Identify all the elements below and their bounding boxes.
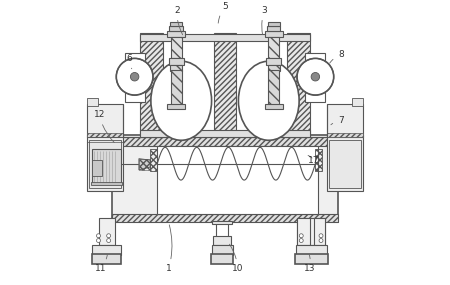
Circle shape (116, 58, 153, 95)
Bar (212, 245, 233, 255)
Bar (86, 133, 123, 137)
Text: 1: 1 (166, 225, 172, 273)
Circle shape (299, 234, 303, 238)
Circle shape (299, 239, 303, 243)
Text: 10: 10 (230, 244, 243, 273)
Bar (314, 218, 325, 245)
Bar (86, 103, 123, 137)
Bar (157, 146, 318, 214)
Bar (112, 135, 338, 222)
Text: 5: 5 (218, 2, 228, 23)
Circle shape (107, 239, 111, 243)
Bar (92, 160, 102, 176)
Bar (92, 254, 121, 264)
Bar (125, 53, 144, 102)
Bar (99, 218, 115, 245)
Bar (140, 34, 310, 41)
Bar (352, 98, 364, 106)
Bar (86, 135, 123, 191)
Circle shape (107, 234, 111, 238)
Bar (266, 58, 282, 66)
Bar (295, 254, 328, 264)
Bar (112, 137, 338, 146)
Bar (167, 31, 185, 37)
Bar (297, 218, 325, 245)
Bar (327, 133, 364, 137)
Bar (168, 58, 184, 66)
Text: 7: 7 (331, 116, 344, 125)
Bar (170, 65, 182, 71)
Bar (90, 140, 121, 188)
Bar (306, 53, 325, 102)
Bar (327, 135, 364, 191)
Text: 8: 8 (330, 50, 344, 63)
Bar (329, 140, 360, 188)
Circle shape (319, 234, 323, 238)
Bar (269, 70, 279, 106)
Text: 3: 3 (261, 6, 267, 34)
Bar (212, 221, 232, 224)
Bar (86, 137, 123, 142)
Bar (214, 33, 236, 137)
Bar (265, 104, 283, 109)
Bar (167, 104, 185, 109)
Bar (327, 103, 364, 137)
Bar (150, 149, 157, 171)
Text: 2: 2 (174, 6, 183, 35)
Ellipse shape (151, 61, 211, 140)
Circle shape (319, 239, 323, 243)
Circle shape (96, 239, 100, 243)
Ellipse shape (238, 61, 299, 140)
Bar (86, 98, 98, 106)
Text: 11: 11 (95, 255, 108, 273)
Bar (265, 31, 283, 37)
Bar (212, 254, 234, 264)
Bar (140, 131, 310, 137)
Text: 12: 12 (94, 110, 114, 142)
Text: 17: 17 (308, 155, 319, 164)
Bar (268, 22, 279, 26)
Bar (171, 70, 181, 106)
Bar (171, 22, 182, 26)
Bar (171, 37, 181, 58)
Bar (267, 26, 280, 31)
Circle shape (297, 58, 334, 95)
Bar (268, 65, 280, 71)
Bar (91, 182, 122, 186)
Circle shape (311, 72, 320, 81)
Bar (139, 159, 150, 170)
Bar (287, 33, 310, 137)
Text: 13: 13 (304, 255, 315, 273)
Bar (92, 245, 121, 255)
Bar (315, 149, 323, 171)
Bar (112, 214, 338, 222)
Bar (296, 245, 327, 255)
Bar (92, 149, 121, 184)
Text: 6: 6 (126, 54, 132, 69)
Bar (269, 37, 279, 58)
Circle shape (96, 234, 100, 238)
Bar (297, 218, 310, 245)
Bar (169, 26, 183, 31)
Circle shape (130, 72, 139, 81)
Bar (140, 33, 163, 137)
Bar (213, 236, 231, 245)
Polygon shape (139, 159, 150, 170)
